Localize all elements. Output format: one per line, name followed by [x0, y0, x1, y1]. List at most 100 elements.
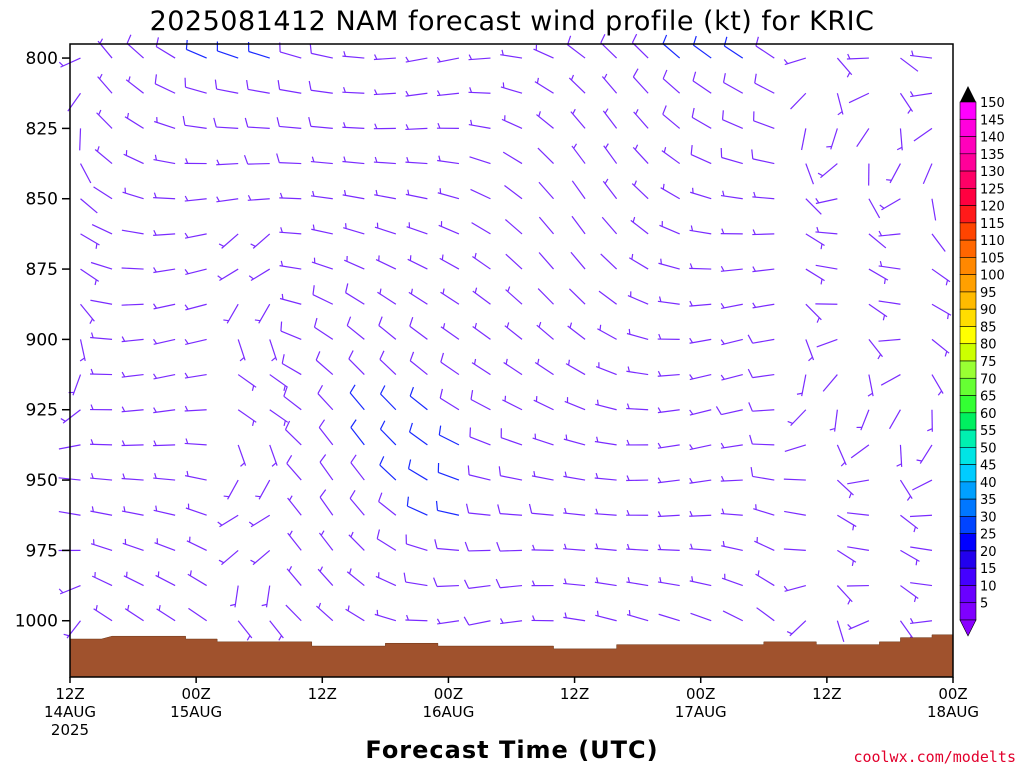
wind-barb	[805, 303, 822, 323]
colorbar-swatch	[959, 205, 977, 224]
wind-barb	[408, 422, 428, 446]
colorbar-label: 125	[980, 182, 1005, 197]
wind-barb	[184, 405, 207, 412]
wind-barb	[899, 92, 914, 114]
wind-barb	[279, 192, 302, 200]
wind-barb	[537, 147, 554, 164]
wind-barb	[755, 36, 775, 59]
wind-barb	[287, 530, 302, 551]
wind-barb	[783, 478, 806, 481]
wind-barb	[723, 36, 744, 59]
colorbar-label: 70	[980, 372, 997, 387]
wind-barb	[657, 544, 680, 551]
wind-barb	[373, 54, 396, 61]
x-tick-label: 00Z	[181, 685, 210, 703]
wind-barb	[349, 384, 365, 411]
wind-barb	[720, 302, 743, 309]
wind-barb	[223, 303, 239, 324]
wind-barb	[570, 108, 586, 129]
wind-barb	[747, 334, 775, 344]
wind-barb	[900, 585, 919, 603]
wind-barb	[692, 35, 712, 59]
colorbar-label: 105	[980, 251, 1005, 266]
wind-barb	[626, 366, 649, 376]
wind-barb	[287, 495, 302, 516]
colorbar-swatch	[959, 257, 977, 275]
wind-barb	[662, 34, 681, 59]
wind-barb	[868, 339, 883, 360]
wind-barb	[374, 189, 396, 200]
wind-barb	[346, 568, 365, 587]
wind-barb	[376, 529, 397, 551]
wind-barb	[91, 572, 113, 587]
wind-barb	[184, 77, 207, 94]
colorbar-swatch	[959, 170, 977, 189]
wind-barb	[217, 268, 239, 282]
colorbar-label: 130	[980, 165, 1005, 180]
wind-barb	[153, 303, 176, 310]
wind-barb	[537, 288, 554, 305]
colorbar-swatch	[959, 274, 977, 293]
wind-barb	[633, 109, 649, 129]
wind-barb	[536, 321, 554, 340]
wind-barb	[856, 409, 870, 431]
wind-barb	[878, 230, 901, 237]
wind-barb	[153, 505, 176, 516]
wind-barb	[122, 538, 144, 551]
wind-barb	[126, 34, 144, 59]
colorbar-swatch	[959, 101, 977, 120]
wind-barb	[90, 299, 113, 305]
wind-barb	[600, 253, 618, 270]
wind-barb	[349, 490, 365, 516]
y-tick-label: 900	[26, 330, 58, 350]
wind-barb	[407, 255, 428, 270]
wind-barb	[218, 233, 239, 249]
wind-barb	[836, 57, 853, 78]
wind-barb	[437, 188, 460, 200]
x-tick-label: 00Z	[938, 685, 967, 703]
wind-barb	[784, 444, 807, 453]
wind-barb	[121, 440, 144, 447]
wind-barb	[847, 546, 870, 551]
colorbar-swatch	[959, 498, 977, 517]
wind-barb	[217, 514, 239, 528]
wind-barb	[342, 190, 365, 200]
wind-barb	[630, 216, 649, 235]
wind-barb	[691, 107, 712, 129]
wind-barb	[531, 471, 554, 481]
wind-barb	[373, 156, 396, 165]
wind-barb	[722, 73, 744, 94]
wind-barb	[60, 409, 81, 424]
wind-barb	[216, 41, 239, 59]
wind-barb	[121, 336, 144, 343]
wind-barb	[868, 268, 889, 285]
wind-barb	[237, 620, 253, 641]
wind-barb	[279, 227, 302, 235]
wind-barb	[927, 409, 933, 432]
wind-barb	[153, 373, 176, 380]
wind-barb	[374, 222, 397, 235]
colorbar-swatch	[959, 412, 977, 431]
wind-barb	[500, 49, 523, 59]
x-tick-label: 16AUG	[422, 703, 474, 721]
wind-barb	[783, 57, 807, 66]
wind-barb	[312, 285, 334, 305]
wind-barb	[276, 153, 302, 165]
wind-barb	[472, 252, 491, 270]
chart-title: 2025081412 NAM forecast wind profile (kt…	[150, 6, 875, 37]
colorbar-label: 50	[980, 441, 997, 456]
wind-barb	[721, 540, 743, 551]
wind-barb	[254, 303, 271, 324]
wind-barb	[248, 514, 271, 528]
wind-barb	[408, 288, 428, 305]
colorbar-label: 120	[980, 200, 1005, 215]
wind-barb	[502, 395, 523, 411]
wind-barb	[689, 300, 712, 307]
wind-barb	[153, 440, 176, 447]
wind-barb	[805, 163, 815, 185]
wind-barb	[433, 577, 459, 588]
wind-barb	[566, 35, 586, 59]
wind-barb	[90, 368, 113, 376]
